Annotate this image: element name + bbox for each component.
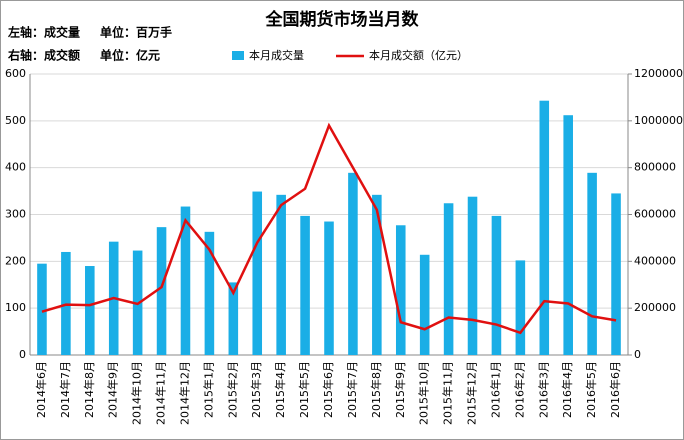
x-tick-label: 2015年7月: [345, 361, 359, 418]
x-tick-label: 2016年2月: [512, 361, 526, 418]
axis-note: 右轴：成交额: [7, 48, 80, 63]
bar: [491, 215, 502, 355]
bar: [395, 225, 406, 355]
y-tick-label: 500: [5, 114, 26, 127]
bar: [539, 100, 550, 355]
legend-label: 本月成交量: [249, 48, 304, 62]
x-tick-label: 2014年12月: [177, 361, 191, 425]
x-tick-label: 2014年6月: [34, 361, 48, 418]
legend-swatch: [232, 51, 244, 60]
x-tick-label: 2016年6月: [608, 361, 622, 418]
bar: [348, 172, 358, 355]
bar: [443, 203, 454, 355]
bar: [37, 263, 47, 355]
bar: [156, 227, 167, 355]
y-tick-label: 200: [5, 254, 26, 267]
y-tick-label: 400: [5, 161, 26, 174]
x-tick-label: 2014年11月: [154, 361, 168, 425]
x-tick-label: 2016年5月: [584, 361, 598, 418]
x-tick-label: 2014年8月: [82, 361, 96, 418]
chart-title: 全国期货市场当月数: [265, 9, 420, 30]
bar: [515, 260, 526, 355]
x-tick-label: 2016年4月: [560, 361, 574, 418]
x-tick-label: 2015年9月: [393, 361, 407, 418]
x-tick-label: 2014年10月: [130, 361, 144, 425]
x-tick-label: 2015年10月: [417, 361, 431, 425]
bar: [372, 194, 382, 355]
axis-note: 单位：亿元: [100, 48, 160, 63]
bar: [228, 282, 239, 355]
y2-tick-label: 1200000: [634, 67, 683, 80]
bar: [587, 172, 597, 355]
x-tick-label: 2015年11月: [441, 361, 455, 425]
y2-tick-label: 800000: [634, 161, 676, 174]
bar: [85, 266, 95, 355]
y2-tick-label: 200000: [634, 301, 676, 314]
legend-label: 本月成交额（亿元）: [369, 48, 468, 62]
bar: [419, 254, 430, 355]
x-tick-label: 2015年1月: [201, 361, 215, 418]
x-tick-label: 2015年4月: [273, 361, 287, 418]
y2-tick-label: 400000: [634, 254, 676, 267]
bar: [276, 194, 286, 355]
bar: [611, 193, 621, 355]
y2-tick-label: 0: [634, 348, 641, 361]
bar: [300, 215, 310, 355]
x-tick-label: 2015年5月: [297, 361, 311, 418]
bar: [252, 191, 263, 355]
y-tick-label: 300: [5, 208, 26, 221]
line: [41, 122, 617, 335]
x-tick-label: 2015年6月: [321, 361, 335, 418]
y2-tick-label: 600000: [634, 208, 676, 221]
bar: [204, 231, 215, 355]
axis-note: 左轴：成交量: [7, 25, 80, 40]
x-tick-label: 2015年2月: [225, 361, 239, 418]
x-tick-label: 2016年1月: [488, 361, 502, 418]
x-tick-label: 2015年8月: [369, 361, 383, 418]
bar: [180, 206, 191, 355]
x-tick-label: 2014年7月: [58, 361, 72, 418]
x-tick-label: 2014年9月: [106, 361, 120, 418]
bar: [467, 196, 478, 355]
y-tick-label: 100: [5, 301, 26, 314]
bar: [324, 221, 334, 355]
x-tick-label: 2015年3月: [249, 361, 263, 418]
y2-tick-label: 1000000: [634, 114, 683, 127]
axis-note: 单位：百万手: [100, 25, 172, 40]
bar: [563, 115, 573, 355]
y-tick-label: 0: [19, 348, 26, 361]
x-tick-label: 2016年3月: [536, 361, 550, 418]
x-tick-label: 2015年12月: [465, 361, 479, 425]
y-tick-label: 600: [5, 67, 26, 80]
